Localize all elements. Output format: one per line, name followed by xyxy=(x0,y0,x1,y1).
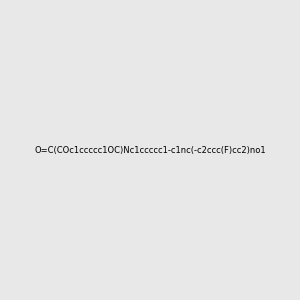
Text: O=C(COc1ccccc1OC)Nc1ccccc1-c1nc(-c2ccc(F)cc2)no1: O=C(COc1ccccc1OC)Nc1ccccc1-c1nc(-c2ccc(F… xyxy=(34,146,266,154)
